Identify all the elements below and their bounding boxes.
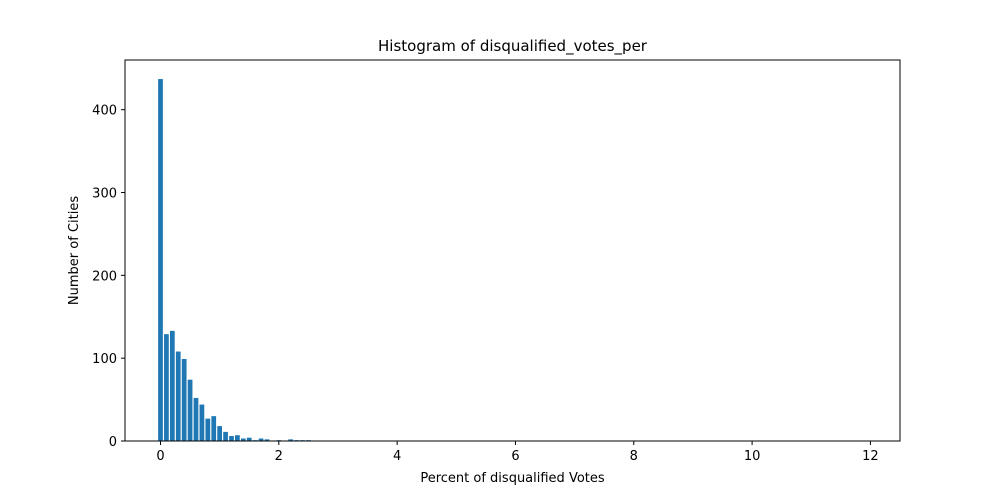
x-tick-label: 6 — [511, 449, 519, 464]
histogram-bar — [169, 330, 175, 441]
histogram-bar — [240, 438, 246, 441]
histogram-bar — [205, 418, 211, 441]
y-tick-label: 400 — [92, 104, 117, 119]
histogram-bar — [164, 334, 169, 441]
x-axis-ticks: 0 2 4 6 8 10 12 — [156, 441, 879, 464]
histogram-bar — [199, 404, 205, 441]
chart-title: Histogram of disqualified_votes_per — [378, 37, 648, 56]
histogram-bar — [187, 379, 193, 441]
y-tick-label: 300 — [92, 187, 117, 202]
x-tick-label: 10 — [744, 449, 761, 464]
histogram-bar — [175, 351, 181, 441]
y-axis-ticks: 0 100 200 300 400 — [92, 104, 125, 450]
histogram-bar — [235, 435, 240, 441]
histogram-bar — [211, 416, 217, 441]
x-axis-label: Percent of disqualified Votes — [420, 471, 605, 486]
histogram-bar — [258, 438, 264, 441]
y-tick-label: 100 — [92, 352, 117, 367]
x-tick-label: 12 — [862, 449, 879, 464]
y-tick-label: 0 — [109, 435, 117, 450]
histogram-bar — [229, 436, 234, 441]
y-axis-label: Number of Cities — [67, 196, 82, 305]
x-tick-label: 4 — [393, 449, 401, 464]
histogram-bar — [264, 439, 270, 441]
bars-group — [158, 79, 311, 442]
x-tick-label: 8 — [630, 449, 638, 464]
histogram-bar — [217, 426, 223, 441]
x-tick-label: 2 — [275, 449, 283, 464]
histogram-bar — [181, 359, 187, 441]
histogram-bar — [193, 397, 199, 441]
histogram-bar — [246, 437, 252, 441]
plot-frame — [124, 59, 901, 442]
histogram-bar — [223, 431, 228, 441]
x-tick-label: 0 — [156, 449, 164, 464]
histogram-bar — [288, 439, 294, 441]
histogram-bar — [158, 79, 163, 442]
y-tick-label: 200 — [92, 269, 117, 284]
